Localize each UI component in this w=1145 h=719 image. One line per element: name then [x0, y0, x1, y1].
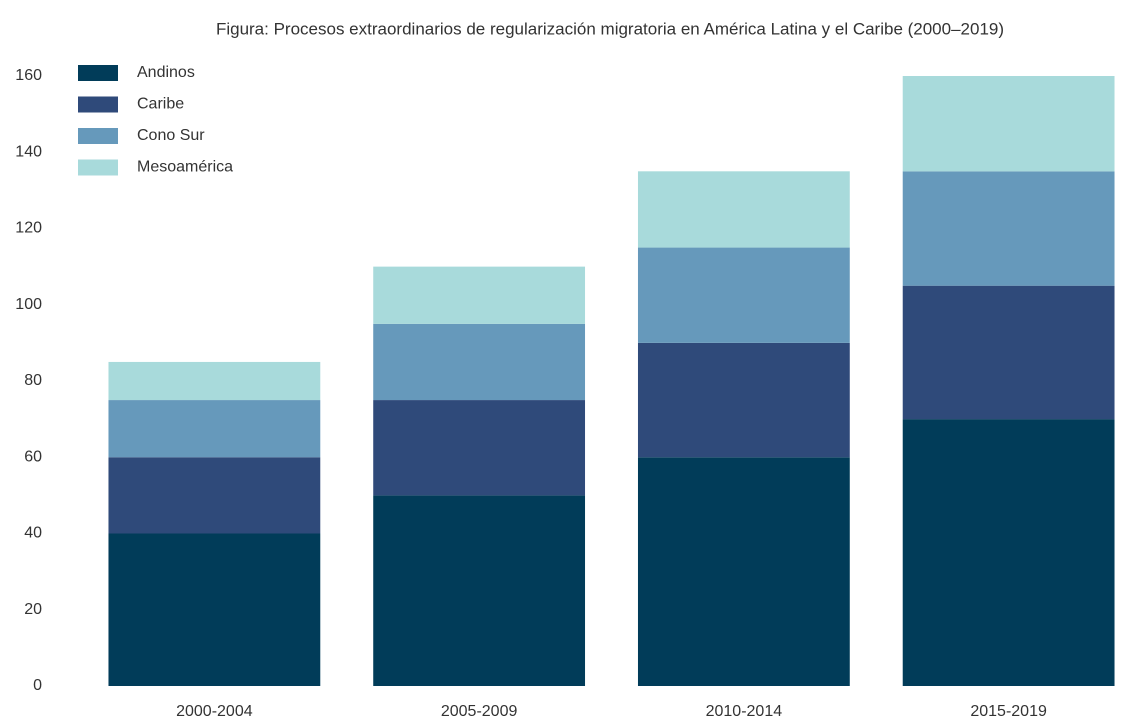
legend-label: Mesoamérica	[137, 159, 233, 176]
bar-segment	[637, 342, 850, 458]
legend-swatch	[78, 96, 118, 113]
bar-segment	[637, 457, 850, 686]
y-tick-label: 40	[24, 525, 42, 542]
y-tick-label: 80	[24, 372, 42, 389]
bar-segment	[373, 400, 586, 496]
bar-segment	[902, 419, 1115, 686]
legend-swatch	[78, 159, 118, 176]
x-tick-label: 2010-2014	[706, 703, 783, 719]
bar-segment	[108, 400, 321, 458]
x-tick-label: 2000-2004	[176, 703, 253, 719]
bar-segment	[902, 76, 1115, 172]
y-tick-label: 20	[24, 601, 42, 618]
legend-label: Caribe	[137, 96, 184, 113]
legend-label: Andinos	[137, 64, 195, 81]
legend-label: Cono Sur	[137, 127, 205, 144]
bar-segment	[108, 533, 321, 686]
bar-segment	[373, 495, 586, 686]
y-tick-label: 120	[15, 220, 42, 237]
y-tick-label: 0	[33, 677, 42, 694]
bar-segment	[902, 171, 1115, 286]
y-tick-label: 60	[24, 448, 42, 465]
legend-swatch	[78, 65, 118, 81]
y-tick-label: 100	[15, 296, 42, 313]
bar-segment	[902, 285, 1115, 420]
legend-swatch	[78, 128, 118, 144]
chart-title: Figura: Procesos extraordinarios de regu…	[216, 19, 1004, 38]
x-tick-label: 2015-2019	[970, 703, 1047, 719]
x-tick-label: 2005-2009	[441, 703, 518, 719]
bar-segment	[373, 266, 586, 324]
y-tick-label: 140	[15, 143, 42, 160]
y-tick-label: 160	[15, 67, 42, 84]
bar-segment	[108, 457, 321, 534]
bar-segment	[637, 247, 850, 343]
bar-segment	[108, 361, 321, 401]
bar-segment	[637, 171, 850, 248]
bar-segment	[373, 323, 586, 401]
